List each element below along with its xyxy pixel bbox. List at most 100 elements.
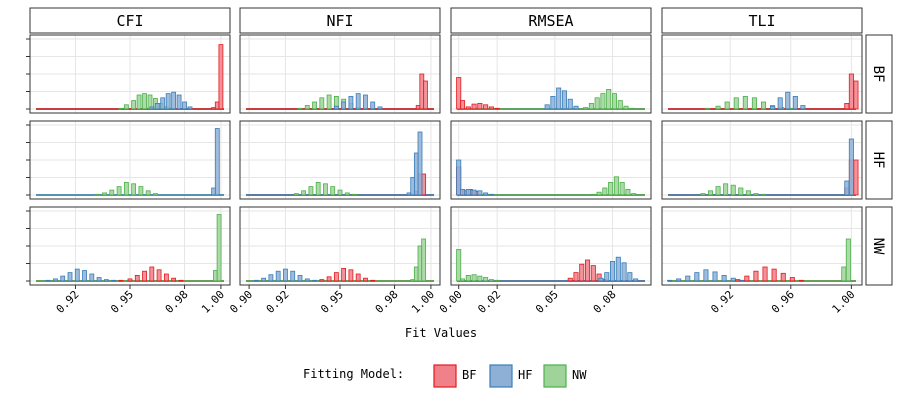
histogram-bar-HF — [96, 277, 102, 282]
histogram-bar-NW — [136, 94, 142, 110]
histogram-bar-NW — [738, 187, 744, 196]
histogram-bar-HF — [74, 268, 80, 282]
legend-item-HF: HF — [489, 364, 532, 388]
histogram-bar-HF — [471, 189, 477, 196]
histogram-bar-HF — [456, 159, 462, 196]
histogram-bar-BF — [156, 269, 162, 282]
histogram-bar-NW — [337, 189, 343, 196]
histogram-bar-NW — [293, 193, 299, 196]
histogram-bar-NW — [477, 275, 483, 282]
histogram-bar-NW — [608, 181, 614, 196]
histogram-bar-HF — [297, 274, 303, 282]
x-tick-label: 0.95 — [318, 288, 346, 316]
histogram-bar-BF — [567, 277, 573, 282]
histogram-bar-HF — [89, 273, 95, 282]
histogram-bar-NW — [330, 186, 336, 196]
histogram-bar-HF — [544, 104, 550, 110]
x-tick-label: 0.98 — [163, 288, 191, 316]
histogram-bar-BF — [579, 263, 585, 282]
row-strip — [865, 206, 893, 286]
histogram-bar-HF — [268, 274, 274, 282]
histogram-bar-HF — [667, 279, 673, 282]
row-strip-label: HF — [870, 152, 886, 169]
histogram-bar-NW — [131, 183, 137, 196]
histogram-bar-HF — [550, 96, 556, 110]
x-tick-label: 0.08 — [591, 288, 619, 316]
histogram-bar-BF — [163, 273, 169, 282]
histogram-bar-HF — [214, 128, 220, 196]
histogram-bar-HF — [621, 262, 627, 282]
histogram-bar-NW — [611, 93, 617, 110]
histogram-bar-BF — [753, 270, 759, 282]
histogram-bar-BF — [471, 103, 477, 110]
histogram-bar-HF — [341, 101, 347, 110]
x-tick-label: 0.02 — [475, 288, 503, 316]
histogram-bar-NW — [123, 181, 129, 196]
histogram-bar-HF — [615, 256, 621, 282]
facet-panel-NW-CFI — [29, 206, 231, 286]
histogram-bar-NW — [315, 181, 321, 196]
histogram-bar-NW — [704, 107, 710, 110]
histogram-bar-NW — [131, 100, 137, 110]
histogram-bar-BF — [853, 159, 859, 196]
histogram-bar-NW — [456, 249, 462, 282]
histogram-bar-NW — [94, 193, 100, 196]
histogram-bar-HF — [290, 270, 296, 282]
facet-panel-HF-NFI — [239, 120, 441, 200]
histogram-bar-HF — [67, 272, 73, 282]
histogram-bar-NW — [312, 101, 317, 110]
histogram-bar-NW — [465, 274, 471, 282]
histogram-bar-NW — [323, 183, 328, 196]
legend-key-swatch — [543, 364, 567, 388]
histogram-bar-BF — [142, 270, 147, 282]
histogram-bar-HF — [111, 279, 117, 282]
histogram-bar-HF — [312, 279, 317, 282]
histogram-bar-NW — [352, 193, 357, 196]
x-tick-label: 0.95 — [108, 288, 136, 316]
histogram-bar-NW — [588, 103, 594, 110]
histogram-bar-NW — [483, 277, 489, 282]
histogram-bar-BF — [333, 272, 339, 282]
histogram-bar-HF — [598, 277, 604, 282]
histogram-bar-NW — [602, 187, 608, 196]
histogram-bar-BF — [127, 278, 133, 282]
row-strip — [865, 120, 893, 200]
histogram-bar-BF — [423, 80, 428, 110]
histogram-bar-HF — [377, 106, 383, 110]
column-strip-label: RMSEA — [528, 12, 573, 30]
histogram-bar-NW — [304, 105, 310, 110]
histogram-bar-HF — [777, 97, 783, 110]
histogram-bar-NW — [102, 192, 107, 196]
histogram-bar-BF — [456, 77, 462, 110]
histogram-bar-BF — [363, 277, 368, 282]
legend-key-swatch — [433, 364, 457, 388]
histogram-bar-HF — [370, 101, 376, 110]
x-axis-title: Fit Values — [405, 326, 477, 340]
histogram-bar-NW — [742, 96, 748, 110]
histogram-bar-HF — [187, 106, 193, 110]
x-tick-label: 0.90 — [227, 288, 255, 316]
row-strip — [865, 34, 893, 114]
histogram-bar-BF — [848, 73, 854, 110]
facet-panel-HF-TLI — [661, 120, 863, 200]
panel-border — [450, 206, 652, 286]
legend-key-swatch — [489, 364, 513, 388]
histogram-bar-BF — [465, 106, 471, 110]
histogram-bar-NW — [297, 107, 303, 110]
histogram-bar-HF — [160, 97, 166, 110]
histogram-bar-NW — [715, 105, 721, 110]
histogram-bar-HF — [739, 279, 745, 282]
histogram-bar-NW — [138, 186, 144, 196]
histogram-bar-BF — [798, 279, 804, 282]
histogram-bar-HF — [567, 98, 573, 110]
histogram-bar-NW — [753, 193, 759, 196]
x-tick-label: 0.92 — [264, 288, 292, 316]
histogram-bar-NW — [594, 97, 600, 110]
x-tick-label: 0.00 — [437, 288, 465, 316]
histogram-bar-HF — [770, 105, 776, 110]
histogram-bar-HF — [45, 279, 51, 282]
histogram-bar-BF — [771, 268, 777, 282]
histogram-bar-HF — [275, 270, 281, 282]
histogram-bar-HF — [53, 278, 58, 282]
